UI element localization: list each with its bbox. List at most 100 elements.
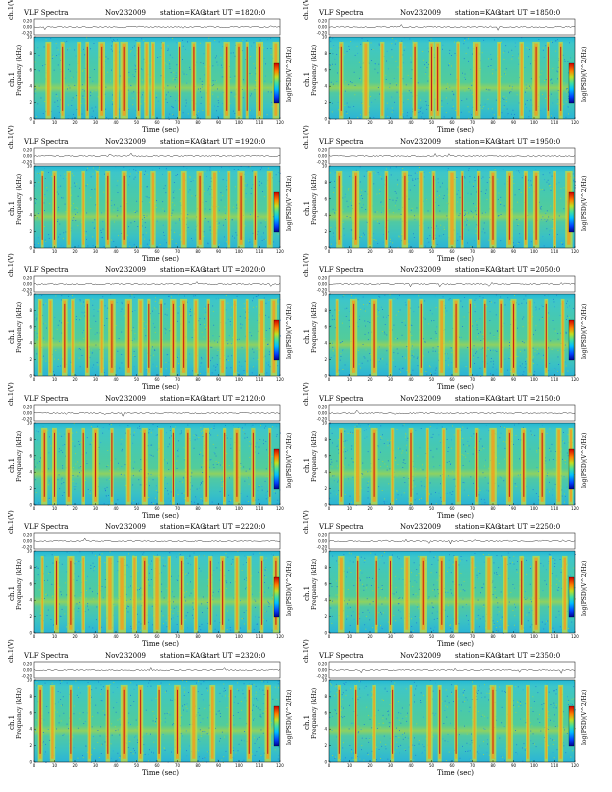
noise-pixel <box>430 337 432 339</box>
noise-pixel <box>498 339 500 341</box>
noise-pixel <box>423 171 425 173</box>
x-tick-label: 20 <box>367 120 373 125</box>
noise-pixel <box>542 306 544 307</box>
noise-pixel <box>200 88 201 90</box>
noise-pixel <box>574 357 575 359</box>
noise-pixel <box>265 440 267 442</box>
noise-pixel <box>207 189 209 191</box>
noise-pixel <box>265 219 266 221</box>
noise-pixel <box>387 68 389 70</box>
x-tick-label: 20 <box>72 506 78 511</box>
noise-pixel <box>35 466 36 467</box>
noise-pixel <box>141 218 143 220</box>
noise-pixel <box>135 166 137 168</box>
noise-pixel <box>145 232 147 233</box>
noise-pixel <box>262 217 264 219</box>
noise-pixel <box>165 191 167 193</box>
noise-pixel <box>548 315 550 317</box>
noise-pixel <box>395 82 397 84</box>
noise-pixel <box>156 433 158 435</box>
noise-pixel <box>451 55 452 56</box>
noise-pixel <box>378 222 380 224</box>
noise-pixel <box>443 116 445 118</box>
noise-pixel <box>179 480 181 482</box>
noise-pixel <box>449 340 451 342</box>
noise-pixel <box>390 238 391 240</box>
noise-pixel <box>566 319 567 320</box>
noise-pixel <box>172 209 174 211</box>
noise-pixel <box>92 173 94 174</box>
noise-pixel <box>121 362 123 364</box>
noise-pixel <box>38 85 40 87</box>
noise-pixel <box>136 200 138 202</box>
noise-pixel <box>386 350 388 352</box>
noise-pixel <box>395 338 396 339</box>
noise-pixel <box>229 473 231 474</box>
noise-pixel <box>412 369 414 371</box>
noise-pixel <box>429 234 431 236</box>
noise-pixel <box>202 480 204 482</box>
noise-pixel <box>524 67 526 68</box>
noise-pixel <box>463 43 465 45</box>
noise-pixel <box>249 213 251 215</box>
noise-pixel <box>495 99 497 101</box>
noise-pixel <box>400 371 402 373</box>
noise-pixel <box>74 182 75 183</box>
top-tick-label: 0.00 <box>318 25 327 30</box>
noise-pixel <box>146 367 148 369</box>
y-tick-label: 4 <box>29 341 32 346</box>
noise-pixel <box>354 94 356 96</box>
noise-pixel <box>336 54 338 55</box>
noise-pixel <box>477 336 478 338</box>
burst-core <box>561 300 564 373</box>
noise-pixel <box>449 63 450 65</box>
burst-core <box>182 172 185 245</box>
x-tick-label: 60 <box>449 120 455 125</box>
noise-pixel <box>467 212 469 213</box>
noise-pixel <box>200 362 201 364</box>
noise-pixel <box>379 190 381 192</box>
noise-pixel <box>386 50 388 52</box>
burst-column <box>468 298 473 377</box>
noise-pixel <box>430 38 432 40</box>
noise-pixel <box>465 366 467 367</box>
noise-pixel <box>565 333 567 334</box>
noise-pixel <box>468 169 470 171</box>
noise-pixel <box>380 451 381 453</box>
noise-pixel <box>348 477 349 479</box>
noise-pixel <box>268 353 270 355</box>
burst-peak <box>86 46 88 111</box>
noise-pixel <box>413 236 415 238</box>
noise-pixel <box>402 117 404 119</box>
noise-pixel <box>356 45 358 47</box>
noise-pixel <box>253 358 255 359</box>
noise-pixel <box>147 185 148 187</box>
noise-pixel <box>215 363 217 365</box>
noise-pixel <box>332 475 334 476</box>
noise-pixel <box>218 335 220 337</box>
noise-pixel <box>191 194 193 196</box>
noise-pixel <box>145 369 147 370</box>
noise-pixel <box>488 429 490 431</box>
spectrogram-svg: 0.200.00-0.200 10 20 30 40 50 60 70 80 90 100 110 12… <box>317 19 580 126</box>
y-tick-label: 6 <box>29 196 32 201</box>
burst-column <box>99 298 104 377</box>
noise-pixel <box>476 327 478 328</box>
noise-pixel <box>230 343 232 345</box>
x-tick-label: 80 <box>490 120 496 125</box>
burst-column <box>438 298 445 377</box>
noise-pixel <box>402 449 404 451</box>
noise-pixel <box>264 427 265 428</box>
noise-pixel <box>209 208 211 210</box>
noise-pixel <box>171 212 173 214</box>
noise-pixel <box>64 173 66 175</box>
burst-column <box>62 298 68 377</box>
noise-pixel <box>526 485 528 487</box>
noise-pixel <box>258 484 260 486</box>
noise-pixel <box>403 116 404 118</box>
noise-pixel <box>337 481 339 482</box>
noise-pixel <box>60 174 62 176</box>
noise-pixel <box>62 444 64 446</box>
noise-pixel <box>374 99 376 101</box>
